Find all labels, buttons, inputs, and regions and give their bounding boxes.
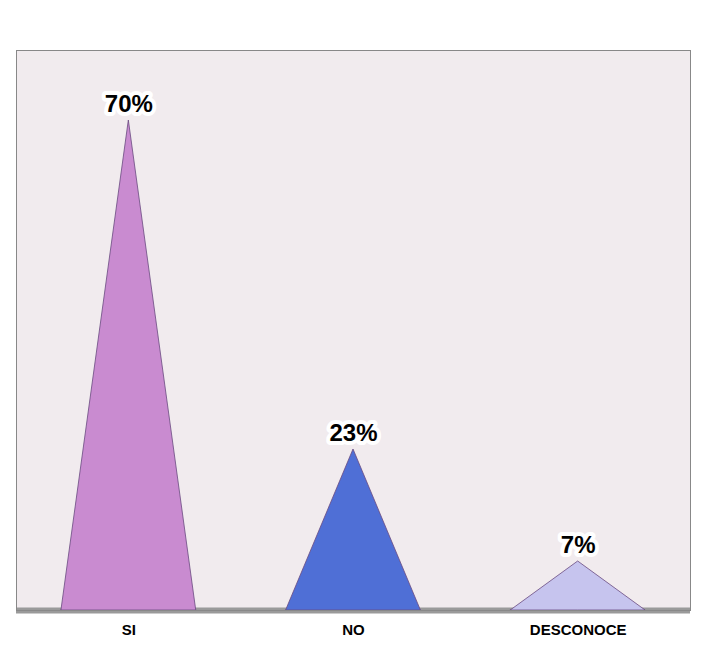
svg-text:70%: 70% [105,90,153,117]
svg-text:7%: 7% [561,531,596,558]
svg-text:23%: 23% [329,419,377,446]
svg-text:NO: NO [342,621,365,638]
svg-text:SI: SI [122,621,136,638]
svg-text:DESCONOCE: DESCONOCE [530,621,627,638]
